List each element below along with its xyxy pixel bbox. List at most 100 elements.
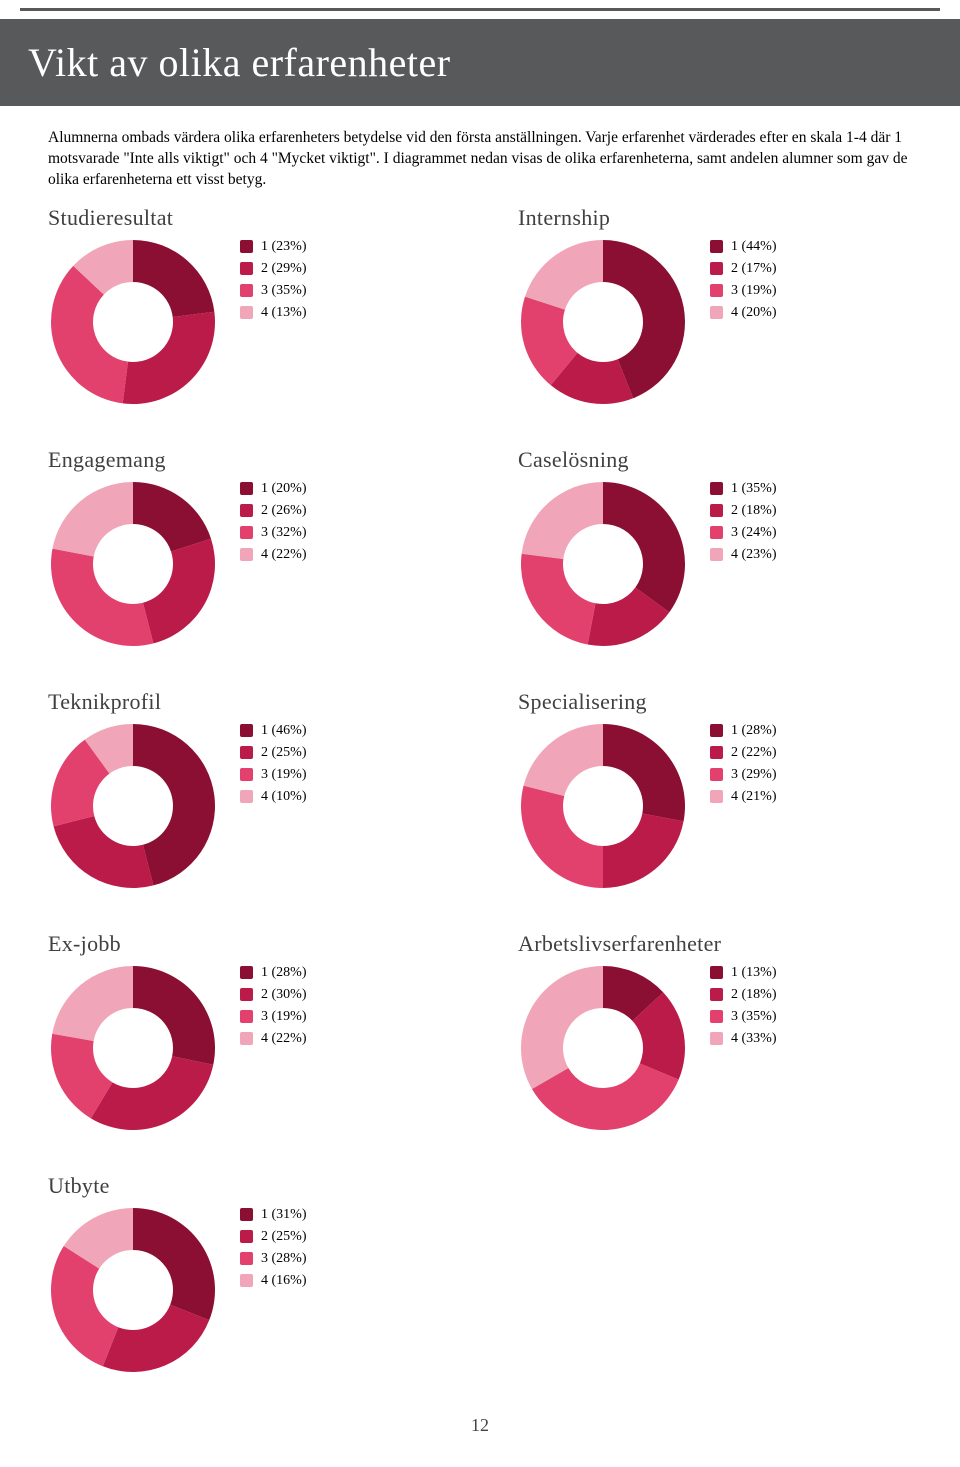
legend: 1 (28%)2 (22%)3 (29%)4 (21%) <box>710 721 777 805</box>
donut-chart <box>518 963 688 1133</box>
chart-row: Teknikprofil1 (46%)2 (25%)3 (19%)4 (10%)… <box>48 689 912 891</box>
legend-label: 1 (13%) <box>731 965 777 981</box>
donut-slice <box>52 482 133 557</box>
chart-title: Ex-jobb <box>48 931 468 957</box>
legend-label: 3 (28%) <box>261 1251 307 1267</box>
legend-item: 3 (24%) <box>710 525 777 541</box>
legend-label: 4 (22%) <box>261 547 307 563</box>
page-number: 12 <box>0 1415 960 1462</box>
legend-swatch <box>240 1010 253 1023</box>
legend-label: 1 (20%) <box>261 481 307 497</box>
legend-item: 1 (31%) <box>240 1207 307 1223</box>
legend-item: 3 (35%) <box>710 1009 777 1025</box>
donut-slice <box>521 785 603 887</box>
legend-swatch <box>240 790 253 803</box>
donut-slice <box>51 266 128 403</box>
legend-swatch <box>710 240 723 253</box>
legend: 1 (20%)2 (26%)3 (32%)4 (22%) <box>240 479 307 563</box>
donut-slice <box>54 816 154 888</box>
chart-body: 1 (28%)2 (22%)3 (29%)4 (21%) <box>518 721 938 891</box>
page-title: Vikt av olika erfarenheter <box>28 39 932 86</box>
donut-slice <box>133 966 215 1065</box>
legend-label: 4 (23%) <box>731 547 777 563</box>
intro-paragraph: Alumnerna ombads värdera olika erfarenhe… <box>48 128 912 191</box>
legend-label: 4 (16%) <box>261 1273 307 1289</box>
legend-swatch <box>240 1208 253 1221</box>
donut-chart <box>48 237 218 407</box>
donut-slice <box>603 482 685 612</box>
legend-label: 3 (19%) <box>261 1009 307 1025</box>
chart-body: 1 (46%)2 (25%)3 (19%)4 (10%) <box>48 721 468 891</box>
chart-body: 1 (23%)2 (29%)3 (35%)4 (13%) <box>48 237 468 407</box>
chart-block: Teknikprofil1 (46%)2 (25%)3 (19%)4 (10%) <box>48 689 468 891</box>
legend-label: 2 (29%) <box>261 261 307 277</box>
legend-item: 1 (23%) <box>240 239 307 255</box>
donut-slice <box>603 813 684 888</box>
legend-label: 2 (25%) <box>261 745 307 761</box>
legend-item: 3 (35%) <box>240 283 307 299</box>
chart-row: Ex-jobb1 (28%)2 (30%)3 (19%)4 (22%)Arbet… <box>48 931 912 1133</box>
legend-swatch <box>710 790 723 803</box>
legend-item: 1 (20%) <box>240 481 307 497</box>
legend-item: 2 (25%) <box>240 745 307 761</box>
legend: 1 (35%)2 (18%)3 (24%)4 (23%) <box>710 479 777 563</box>
legend-swatch <box>710 988 723 1001</box>
chart-title: Engagemang <box>48 447 468 473</box>
legend-item: 1 (28%) <box>240 965 307 981</box>
donut-slice <box>133 482 211 552</box>
legend-label: 2 (25%) <box>261 1229 307 1245</box>
legend: 1 (44%)2 (17%)3 (19%)4 (20%) <box>710 237 777 321</box>
top-rule <box>20 8 940 11</box>
donut-slice <box>524 724 603 796</box>
legend-swatch <box>240 548 253 561</box>
chart-block: Studieresultat1 (23%)2 (29%)3 (35%)4 (13… <box>48 205 468 407</box>
chart-row: Utbyte 1 (31%) 2 (25%) 3 (28%) 4 (16%) <box>48 1173 912 1375</box>
legend-swatch <box>240 988 253 1001</box>
legend-item: 4 (23%) <box>710 547 777 563</box>
chart-title: Internship <box>518 205 938 231</box>
chart-body: 1 (20%)2 (26%)3 (32%)4 (22%) <box>48 479 468 649</box>
donut-slice <box>123 311 215 403</box>
legend-swatch <box>240 262 253 275</box>
chart-block: Specialisering1 (28%)2 (22%)3 (29%)4 (21… <box>518 689 938 891</box>
legend-swatch <box>710 548 723 561</box>
donut-slice <box>522 482 603 559</box>
legend: 1 (23%)2 (29%)3 (35%)4 (13%) <box>240 237 307 321</box>
legend-label: 2 (22%) <box>731 745 777 761</box>
legend-item: 2 (25%) <box>240 1229 307 1245</box>
donut-chart <box>48 479 218 649</box>
legend-item: 1 (28%) <box>710 723 777 739</box>
donut-chart <box>48 963 218 1133</box>
donut-slice <box>91 1056 213 1130</box>
legend-item: 2 (22%) <box>710 745 777 761</box>
legend-item: 3 (28%) <box>240 1251 307 1267</box>
legend-label: 1 (31%) <box>261 1207 307 1223</box>
chart-title: Caselösning <box>518 447 938 473</box>
chart-body: 1 (44%)2 (17%)3 (19%)4 (20%) <box>518 237 938 407</box>
legend-label: 3 (29%) <box>731 767 777 783</box>
legend-label: 2 (18%) <box>731 987 777 1003</box>
legend-swatch <box>710 724 723 737</box>
legend-item: 1 (46%) <box>240 723 307 739</box>
legend-label: 4 (10%) <box>261 789 307 805</box>
legend-item: 4 (22%) <box>240 1031 307 1047</box>
legend-swatch <box>240 966 253 979</box>
legend-swatch <box>710 1032 723 1045</box>
legend-label: 4 (22%) <box>261 1031 307 1047</box>
chart-title: Utbyte <box>48 1173 468 1199</box>
donut-slice <box>525 240 603 310</box>
legend-swatch <box>240 724 253 737</box>
legend-label: 1 (28%) <box>731 723 777 739</box>
legend-item: 2 (17%) <box>710 261 777 277</box>
legend-swatch <box>710 504 723 517</box>
legend-item: 3 (19%) <box>240 1009 307 1025</box>
chart-block: Caselösning1 (35%)2 (18%)3 (24%)4 (23%) <box>518 447 938 649</box>
legend-swatch <box>710 966 723 979</box>
chart-body: 1 (31%) 2 (25%) 3 (28%) 4 (16%) <box>48 1205 468 1375</box>
legend-swatch <box>240 306 253 319</box>
donut-chart <box>518 237 688 407</box>
chart-title: Specialisering <box>518 689 938 715</box>
legend-swatch <box>240 746 253 759</box>
legend-swatch <box>240 1032 253 1045</box>
legend-item: 2 (30%) <box>240 987 307 1003</box>
